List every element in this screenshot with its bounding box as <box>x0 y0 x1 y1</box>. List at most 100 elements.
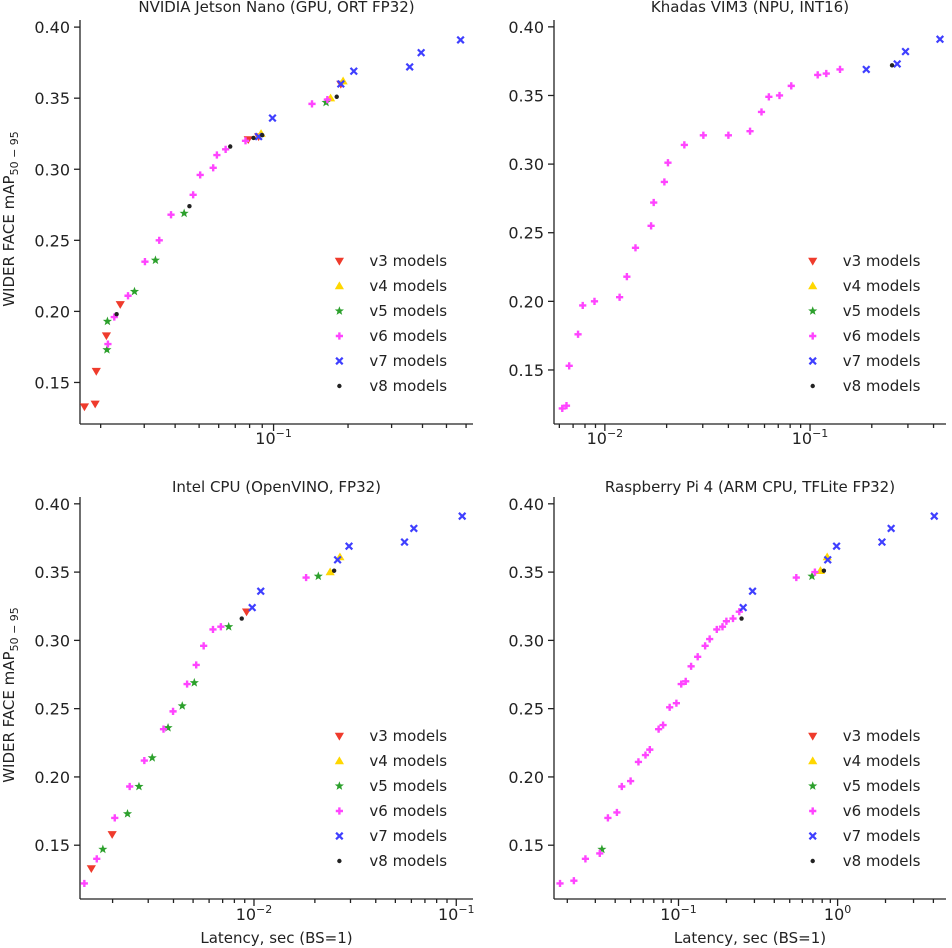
data-point-v6 <box>196 171 204 179</box>
legend-entry-v6: v6 models <box>335 802 447 820</box>
legend-entry-v7: v7 models <box>335 827 447 845</box>
data-point-v6 <box>757 108 766 116</box>
data-point-v3 <box>101 332 112 341</box>
data-point-v6 <box>814 71 822 79</box>
legend-entry-v5: v5 models <box>808 302 921 320</box>
legend-entry-v5: v5 models <box>808 777 921 795</box>
data-point-v6 <box>556 879 564 888</box>
data-point-v7 <box>268 114 277 123</box>
data-point-v6 <box>141 258 149 266</box>
legend-label: v8 models <box>843 852 921 870</box>
legend-entry-v8: v8 models <box>337 377 447 395</box>
data-point-v6 <box>579 301 587 310</box>
data-point-v6 <box>565 362 573 370</box>
data-point-v3 <box>79 403 90 412</box>
data-point-v6 <box>604 814 612 822</box>
data-point-v6 <box>634 758 643 766</box>
data-point-v7 <box>248 603 257 612</box>
y-tick-label: 0.20 <box>508 768 544 787</box>
data-point-v6 <box>574 330 582 338</box>
data-point-v6 <box>660 178 668 186</box>
data-point-v8 <box>228 144 233 149</box>
legend-label: v7 models <box>369 352 447 370</box>
data-point-v6 <box>659 721 667 729</box>
data-point-v6 <box>192 661 200 669</box>
data-point-v6 <box>596 849 604 857</box>
data-point-v6 <box>672 699 680 707</box>
data-point-v6 <box>687 662 695 670</box>
data-point-v6 <box>836 65 844 74</box>
data-point-v7 <box>887 524 896 533</box>
legend-marker <box>808 356 817 366</box>
data-point-v6 <box>627 777 635 785</box>
data-point-v7 <box>748 587 757 596</box>
data-point-v7 <box>935 35 945 44</box>
legend-marker <box>808 306 818 315</box>
data-point-v6 <box>623 273 631 281</box>
data-point-v5 <box>177 701 187 710</box>
legend-label: v5 models <box>369 302 447 320</box>
data-point-v5 <box>597 844 607 854</box>
data-point-v5 <box>179 208 189 218</box>
data-point-v6 <box>126 782 134 791</box>
x-tick-label: 10−1 <box>792 427 829 448</box>
legend-marker <box>334 732 344 741</box>
legend-marker <box>810 858 815 864</box>
legend-entry-v8: v8 models <box>337 852 447 870</box>
legend-entry-v8: v8 models <box>810 377 921 395</box>
data-point-v6 <box>562 402 571 410</box>
data-point-v5 <box>102 344 112 354</box>
data-point-v6 <box>664 159 672 167</box>
data-point-v8 <box>331 568 337 573</box>
data-point-v6 <box>155 236 163 244</box>
data-point-v7 <box>930 512 939 521</box>
legend-marker <box>334 281 344 290</box>
x-tick-label: 10−2 <box>236 903 273 924</box>
y-tick-label: 0.40 <box>34 18 70 37</box>
data-point-v5 <box>102 316 112 326</box>
data-point-v5 <box>98 844 108 854</box>
legend-label: v5 models <box>843 302 921 320</box>
data-point-v6 <box>641 751 650 759</box>
legend-entry-v3: v3 models <box>808 727 921 745</box>
data-point-v6 <box>787 82 795 90</box>
x-tick-label: 10−1 <box>660 903 697 924</box>
legend-marker <box>809 332 817 340</box>
data-point-v6 <box>677 680 685 688</box>
legend-marker <box>335 831 344 841</box>
data-point-v8 <box>251 135 256 141</box>
y-tick-label: 0.35 <box>508 563 544 582</box>
legend-label: v3 models <box>843 252 921 270</box>
x-tick-label: 10−1 <box>438 903 475 924</box>
legend-marker <box>334 781 344 790</box>
data-point-v8 <box>821 568 827 573</box>
x-tick-label: 10−2 <box>587 427 624 448</box>
data-point-v6 <box>655 725 663 733</box>
data-point-v8 <box>334 94 339 99</box>
legend-entry-v5: v5 models <box>334 777 447 795</box>
data-point-v6 <box>93 855 101 863</box>
data-point-v6 <box>104 340 112 348</box>
legend-marker <box>808 257 818 266</box>
legend-marker <box>335 332 343 340</box>
data-point-v7 <box>333 555 342 564</box>
y-tick-label: 0.35 <box>34 89 70 108</box>
y-tick-label: 0.35 <box>34 563 70 582</box>
data-point-v6 <box>724 131 732 139</box>
data-point-v6 <box>590 297 599 305</box>
data-point-v6 <box>631 244 640 252</box>
data-point-v6 <box>666 703 674 711</box>
data-point-v6 <box>647 222 655 230</box>
data-point-v7 <box>877 537 887 547</box>
data-point-v5 <box>150 255 160 265</box>
data-point-v7 <box>256 587 265 596</box>
data-point-v6 <box>209 164 217 172</box>
chart-title: Raspberry Pi 4 (ARM CPU, TFLite FP32) <box>605 478 895 496</box>
data-point-v6 <box>222 145 230 153</box>
legend-label: v8 models <box>843 377 921 395</box>
data-point-v6 <box>682 677 690 685</box>
data-point-v6 <box>746 127 754 135</box>
y-tick-label: 0.30 <box>508 155 544 174</box>
data-point-v6 <box>111 814 119 822</box>
legend-marker <box>334 756 344 765</box>
